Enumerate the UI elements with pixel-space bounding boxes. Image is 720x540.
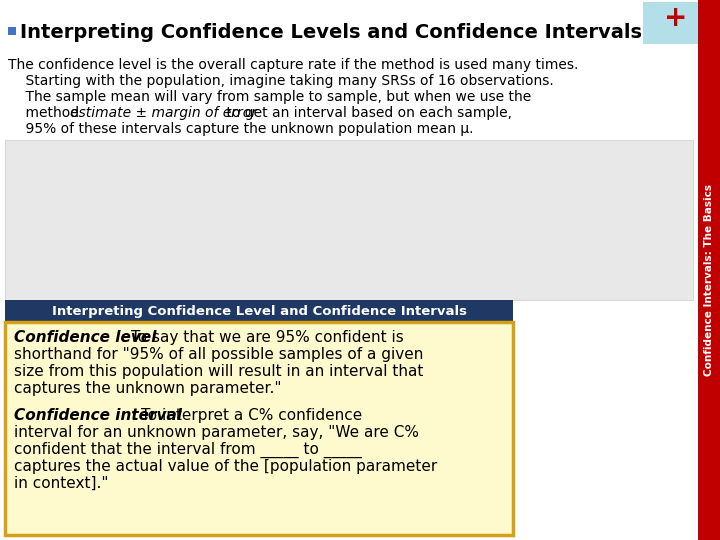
Bar bbox=[5, 322, 513, 535]
Text: method: method bbox=[8, 106, 84, 120]
Text: Starting with the population, imagine taking many SRSs of 16 observations.: Starting with the population, imagine ta… bbox=[8, 74, 554, 88]
Text: to get an interval based on each sample,: to get an interval based on each sample, bbox=[222, 106, 512, 120]
Text: estimate ± margin of error: estimate ± margin of error bbox=[70, 106, 257, 120]
Text: +: + bbox=[664, 4, 687, 32]
Text: Interpreting Confidence Level and Confidence Intervals: Interpreting Confidence Level and Confid… bbox=[52, 305, 467, 318]
Bar bbox=[5, 140, 693, 300]
Text: Confidence interval: Confidence interval bbox=[14, 408, 182, 423]
Bar bbox=[8, 27, 16, 35]
Text: The confidence level is the overall capture rate if the method is used many time: The confidence level is the overall capt… bbox=[8, 58, 578, 72]
Text: : To say that we are 95% confident is: : To say that we are 95% confident is bbox=[121, 330, 404, 345]
Text: in context].": in context]." bbox=[14, 476, 109, 491]
Text: captures the unknown parameter.": captures the unknown parameter." bbox=[14, 381, 282, 396]
Text: shorthand for "95% of all possible samples of a given: shorthand for "95% of all possible sampl… bbox=[14, 347, 423, 362]
Text: 95% of these intervals capture the unknown population mean μ.: 95% of these intervals capture the unkno… bbox=[8, 122, 474, 136]
Text: Interpreting Confidence Levels and Confidence Intervals: Interpreting Confidence Levels and Confi… bbox=[20, 23, 642, 42]
Bar bbox=[5, 300, 513, 322]
Text: confident that the interval from _____ to _____: confident that the interval from _____ t… bbox=[14, 442, 362, 458]
Text: : To interpret a C% confidence: : To interpret a C% confidence bbox=[131, 408, 362, 423]
Text: size from this population will result in an interval that: size from this population will result in… bbox=[14, 364, 423, 379]
Text: interval for an unknown parameter, say, "We are C%: interval for an unknown parameter, say, … bbox=[14, 425, 419, 440]
Text: captures the actual value of the [population parameter: captures the actual value of the [popula… bbox=[14, 459, 437, 474]
Bar bbox=[643, 2, 698, 44]
Text: Confidence Intervals: The Basics: Confidence Intervals: The Basics bbox=[704, 184, 714, 376]
Bar bbox=[698, 0, 720, 540]
Text: Confidence level: Confidence level bbox=[14, 330, 156, 345]
Text: The sample mean will vary from sample to sample, but when we use the: The sample mean will vary from sample to… bbox=[8, 90, 531, 104]
